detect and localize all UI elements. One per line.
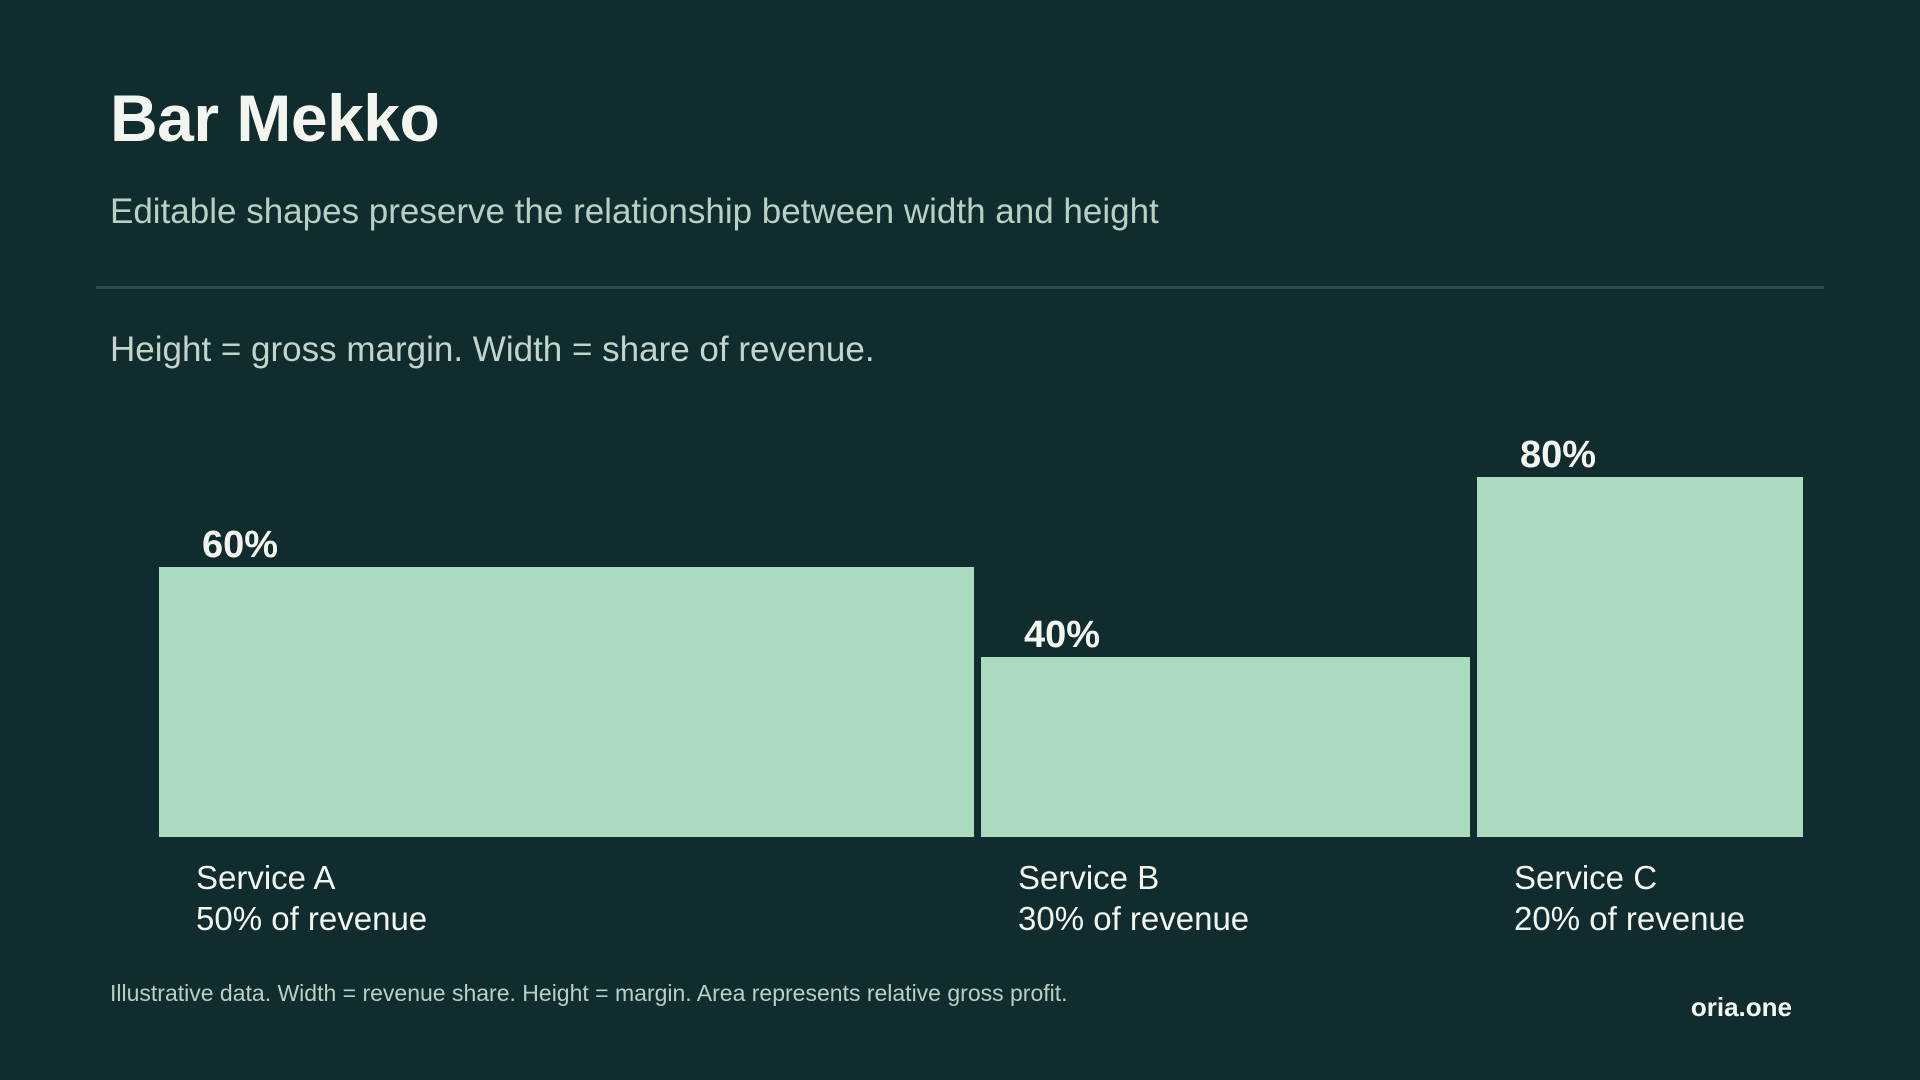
value-label-service-c: 80% <box>1520 434 1596 476</box>
category-label-service-b: Service B <box>1018 859 1159 896</box>
chart-caption: Height = gross margin. Width = share of … <box>110 330 875 369</box>
value-label-service-b: 40% <box>1024 614 1100 656</box>
value-label-service-a: 60% <box>202 524 278 566</box>
page-title: Bar Mekko <box>110 81 440 155</box>
category-label-service-c: Service C <box>1514 859 1657 896</box>
bar-service-b <box>981 657 1470 837</box>
category-label-service-a: Service A <box>196 859 335 896</box>
brand-logo-text: oria.one <box>1690 992 1792 1022</box>
share-label-service-a: 50% of revenue <box>196 900 427 937</box>
page-subtitle: Editable shapes preserve the relationshi… <box>110 192 1159 231</box>
bar-service-a <box>159 567 974 837</box>
bar-service-c <box>1477 477 1803 837</box>
footnote: Illustrative data. Width = revenue share… <box>110 980 1068 1006</box>
share-label-service-c: 20% of revenue <box>1514 900 1745 937</box>
header-divider <box>96 286 1824 289</box>
share-label-service-b: 30% of revenue <box>1018 900 1249 937</box>
